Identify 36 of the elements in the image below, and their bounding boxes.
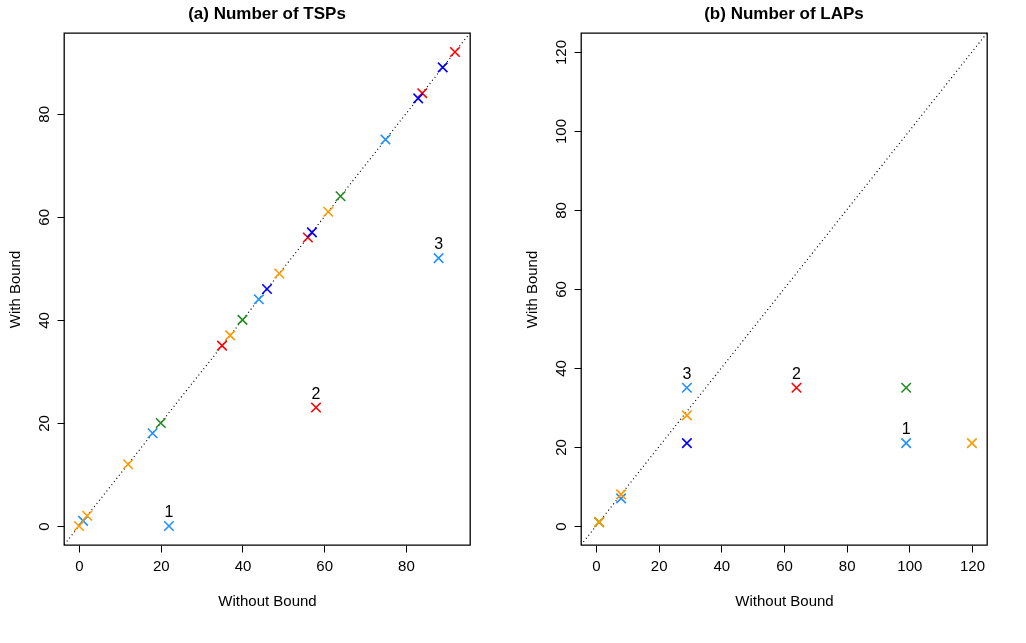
y-tick-label: 60 [34, 209, 52, 226]
x-tick-label: 60 [776, 556, 793, 574]
y-tick-label: 20 [34, 415, 52, 432]
chart-title: (a) Number of TSPs [188, 4, 346, 23]
y-tick-label: 0 [551, 522, 569, 531]
y-tick-label: 60 [551, 281, 569, 298]
y-axis-title: With Bound [5, 250, 23, 329]
annotation: 2 [792, 364, 802, 382]
annotation: 3 [682, 364, 692, 382]
annotation: 1 [901, 420, 911, 438]
annotation: 2 [311, 384, 321, 402]
x-axis-title: Without Bound [218, 591, 317, 609]
x-tick-label: 40 [234, 556, 252, 574]
y-tick-label: 80 [34, 105, 52, 123]
x-tick-label: 0 [592, 556, 601, 574]
x-tick-label: 80 [398, 556, 415, 574]
y-axis-title: With Bound [522, 250, 540, 329]
x-tick-label: 80 [838, 556, 856, 574]
y-tick-label: 100 [551, 118, 569, 144]
annotation: 3 [434, 235, 444, 253]
y-tick-label: 40 [551, 360, 569, 377]
y-tick-label: 20 [551, 439, 569, 456]
x-axis-title: Without Bound [735, 591, 834, 609]
chart-title: (b) Number of LAPs [704, 4, 864, 23]
x-tick-label: 60 [316, 556, 334, 574]
y-tick-label: 0 [34, 522, 52, 531]
x-tick-label: 100 [897, 556, 923, 574]
x-tick-label: 20 [650, 556, 668, 574]
x-tick-label: 0 [75, 556, 84, 574]
x-tick-label: 40 [713, 556, 731, 574]
annotation: 1 [164, 503, 174, 521]
x-tick-label: 120 [959, 556, 985, 574]
x-tick-label: 20 [152, 556, 170, 574]
y-tick-label: 80 [551, 202, 569, 219]
y-tick-label: 120 [551, 39, 569, 65]
y-tick-label: 40 [34, 312, 52, 329]
